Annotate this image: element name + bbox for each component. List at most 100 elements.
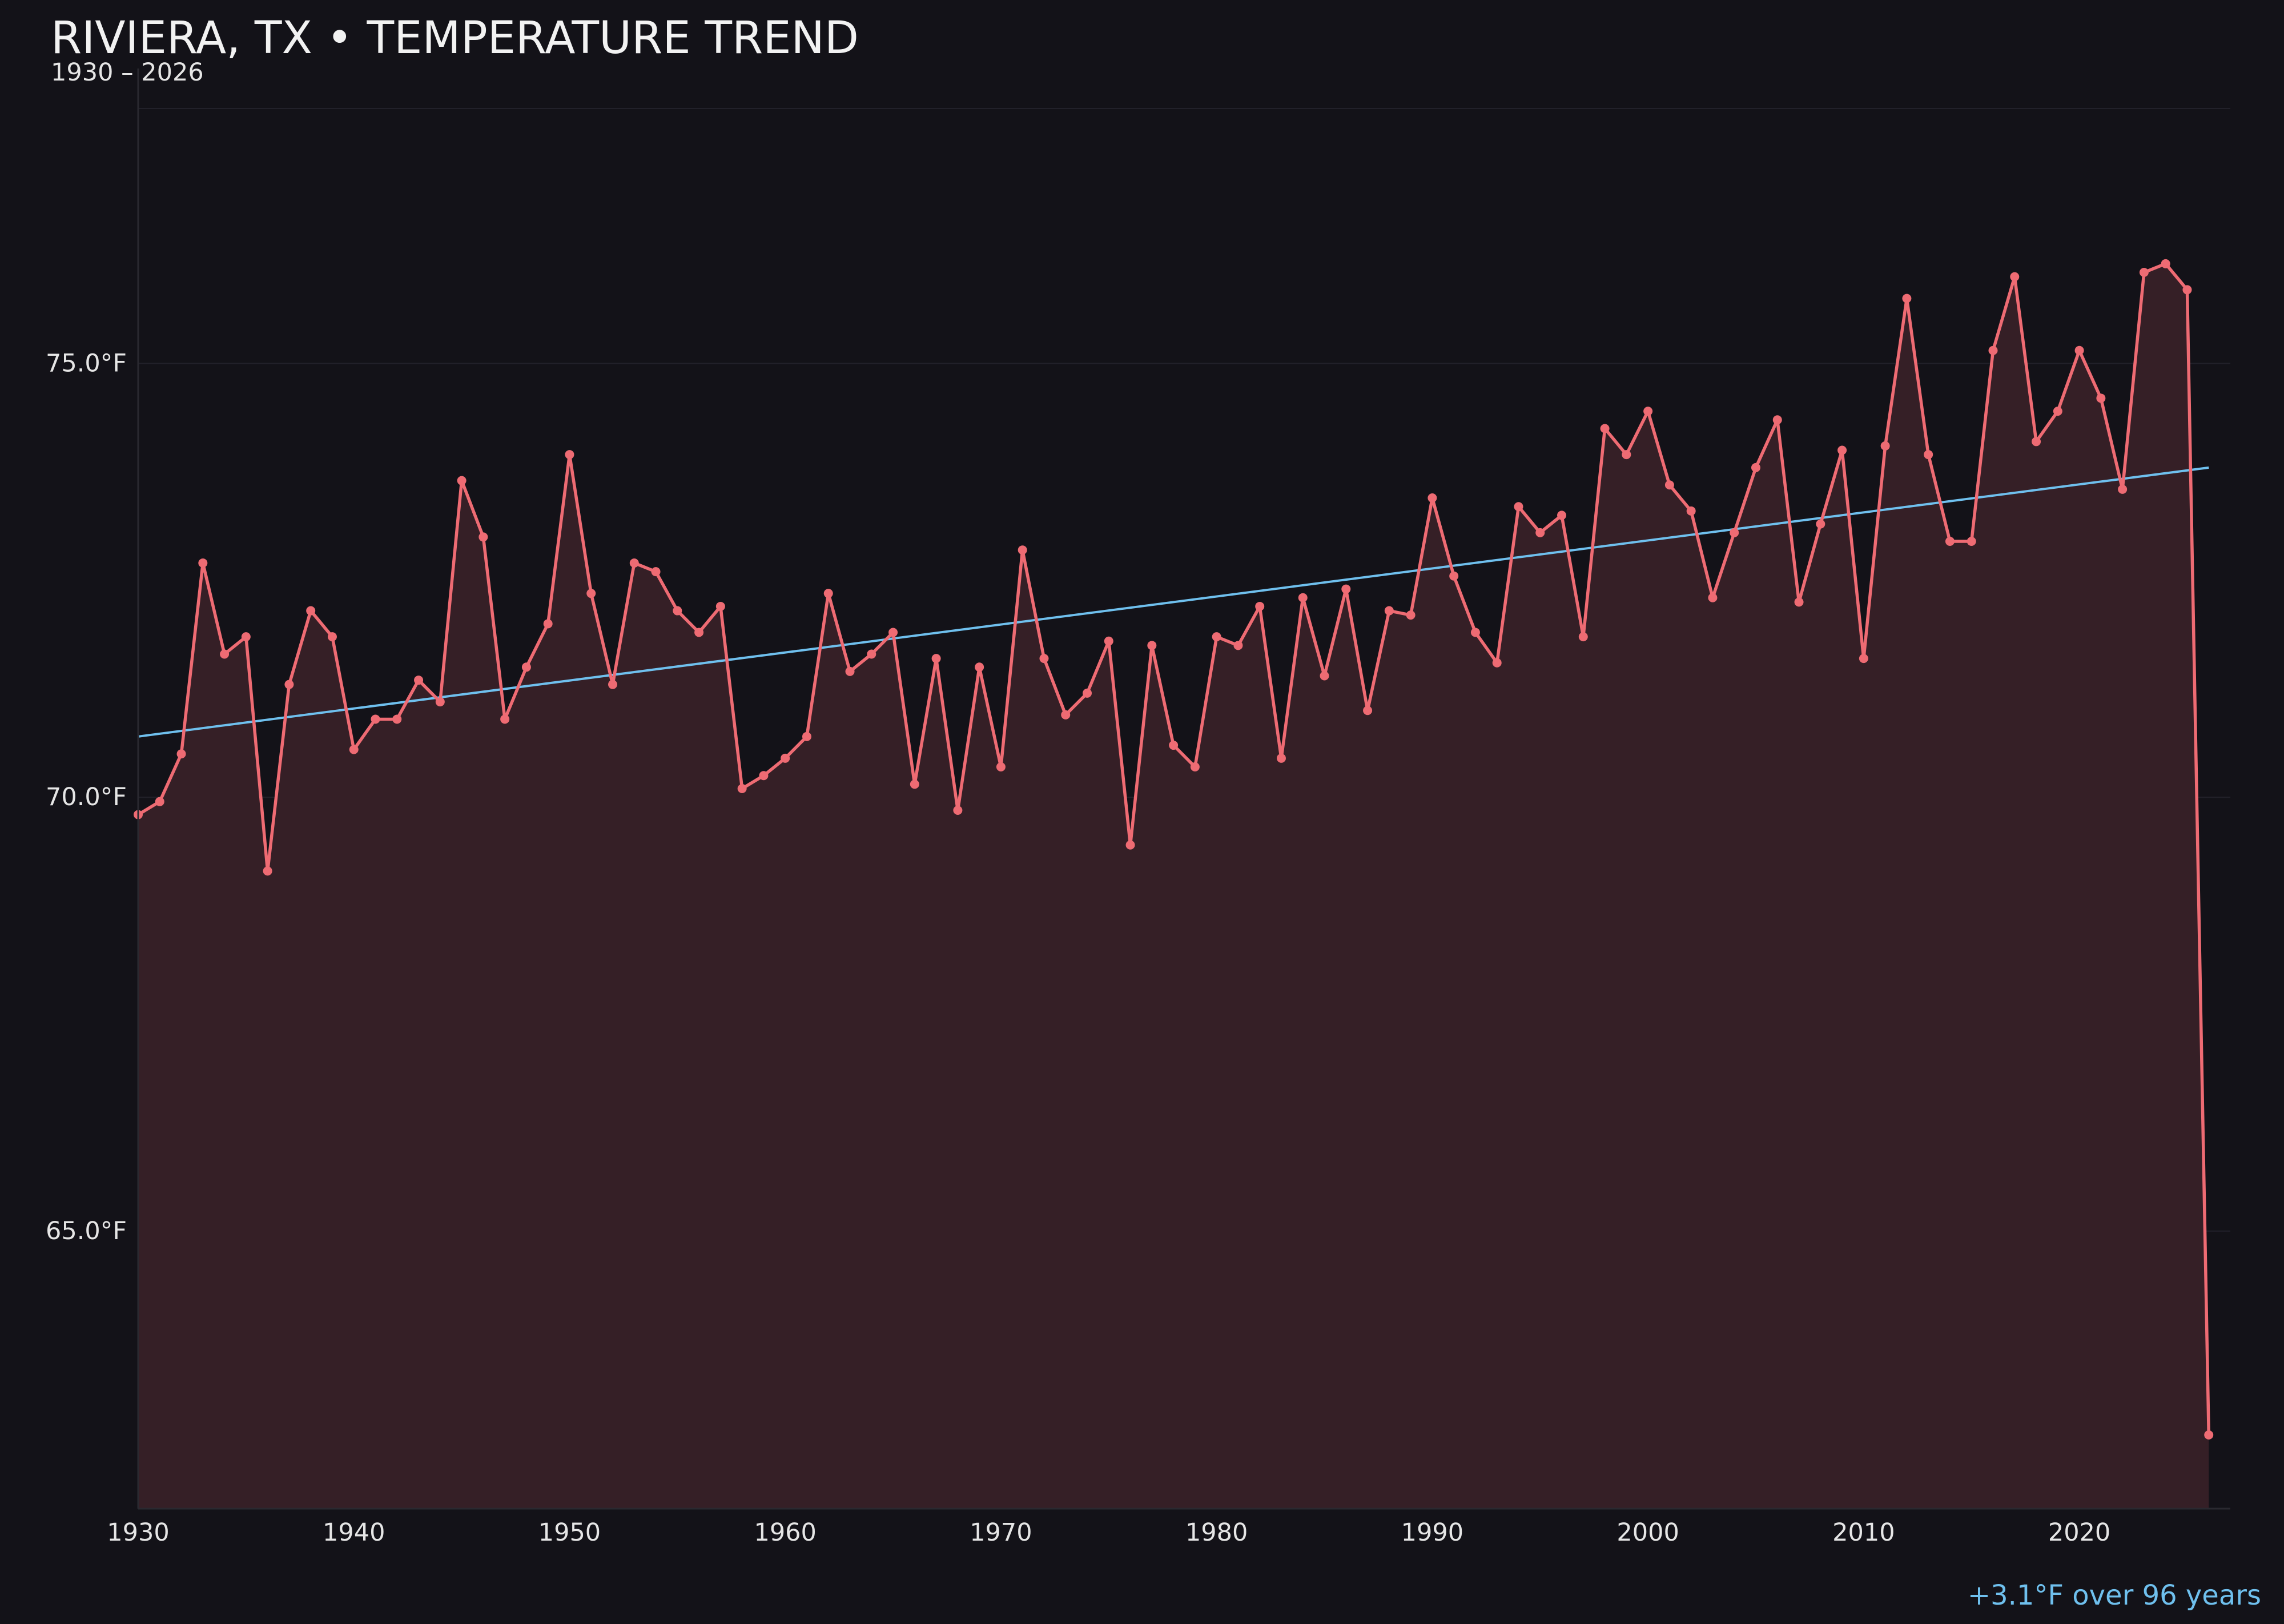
data-point	[1514, 502, 1523, 512]
data-point	[1276, 753, 1286, 763]
data-point	[1233, 641, 1243, 650]
data-point	[910, 779, 919, 789]
data-point	[1147, 641, 1157, 650]
data-point	[975, 662, 984, 672]
data-point	[2010, 272, 2020, 282]
data-point	[2074, 345, 2084, 355]
data-point	[953, 805, 963, 815]
data-point	[1535, 528, 1545, 537]
data-point	[1859, 654, 1868, 664]
data-point	[521, 662, 531, 672]
data-point	[478, 532, 488, 542]
data-point	[781, 753, 790, 763]
data-point	[500, 714, 510, 724]
data-point	[414, 676, 424, 685]
data-point	[1427, 493, 1437, 503]
data-point	[241, 632, 251, 642]
data-point	[543, 619, 553, 629]
trend-annotation: +3.1°F over 96 years	[1967, 1579, 2261, 1611]
x-tick-label: 1970	[970, 1518, 1032, 1547]
chart-title: RIVIERA, TX • TEMPERATURE TREND	[51, 13, 859, 64]
data-point	[565, 450, 574, 460]
data-point	[651, 567, 661, 577]
data-point	[1255, 601, 1265, 611]
data-point	[823, 589, 833, 598]
trend-line	[138, 466, 2209, 738]
data-point	[327, 632, 337, 642]
x-tick-label: 1960	[754, 1518, 816, 1547]
data-point	[349, 745, 359, 754]
data-point	[1018, 545, 1027, 555]
chart-subtitle: 1930 – 2026	[51, 58, 204, 87]
x-tick-label: 1990	[1401, 1518, 1463, 1547]
x-tick-label: 2010	[1832, 1518, 1895, 1547]
data-point	[2096, 393, 2106, 403]
x-tick-label: 2020	[2048, 1518, 2110, 1547]
data-point	[155, 797, 164, 806]
x-tick-label: 1980	[1185, 1518, 1248, 1547]
data-point	[2053, 407, 2062, 416]
x-tick-label: 1950	[538, 1518, 601, 1547]
data-point	[1945, 537, 1955, 546]
data-point	[1169, 741, 1179, 750]
data-point	[1967, 537, 1976, 546]
data-point	[1664, 480, 1674, 490]
data-point	[2161, 259, 2170, 268]
data-point	[1643, 407, 1653, 416]
data-point	[1125, 840, 1135, 850]
data-point	[1988, 345, 1998, 355]
data-point	[1406, 610, 1416, 620]
data-point	[673, 606, 682, 616]
data-point	[845, 666, 855, 676]
data-point	[1470, 628, 1480, 637]
temperature-area	[138, 263, 2209, 1509]
axis-layer	[137, 69, 2230, 1510]
data-point	[1083, 688, 1092, 698]
data-point	[737, 784, 747, 793]
data-point	[1363, 706, 1373, 715]
data-point	[1730, 528, 1739, 537]
data-point	[392, 714, 402, 724]
y-tick-label: 75.0°F	[46, 349, 127, 378]
data-point	[1708, 593, 1718, 602]
point-layer	[134, 259, 2214, 1440]
data-point	[176, 749, 186, 759]
trend-layer	[138, 466, 2209, 738]
data-point	[694, 628, 704, 637]
area-layer	[138, 263, 2209, 1509]
data-point	[263, 866, 272, 876]
data-point	[1298, 593, 1308, 602]
data-point	[629, 558, 639, 568]
data-point	[1104, 636, 1113, 646]
data-point	[371, 714, 380, 724]
x-tick-label: 1940	[323, 1518, 385, 1547]
data-point	[2032, 437, 2041, 447]
data-point	[1061, 710, 1071, 719]
data-point	[1212, 632, 1221, 642]
data-point	[1557, 510, 1567, 520]
data-point	[284, 680, 294, 689]
data-point	[1578, 632, 1588, 642]
data-point	[1449, 571, 1459, 581]
data-point	[759, 771, 769, 781]
x-tick-label: 1930	[107, 1518, 169, 1547]
data-point	[608, 680, 618, 689]
data-point	[1320, 671, 1329, 681]
data-point	[867, 649, 876, 659]
data-point	[1794, 597, 1804, 607]
data-point	[1341, 584, 1351, 594]
data-point	[1902, 294, 1912, 303]
data-point	[2118, 484, 2128, 494]
data-point	[1600, 424, 1610, 433]
data-point	[435, 697, 445, 707]
data-point	[586, 589, 596, 598]
x-tick-label: 2000	[1617, 1518, 1679, 1547]
data-point	[1190, 762, 1200, 772]
data-point	[1772, 415, 1782, 425]
data-point	[457, 476, 467, 485]
y-tick-label: 70.0°F	[46, 783, 127, 811]
tick-layer: 65.0°F 70.0°F 75.0°F 1930 1940 1950 1960 1970 19…	[46, 349, 2110, 1547]
data-point	[1039, 654, 1049, 664]
